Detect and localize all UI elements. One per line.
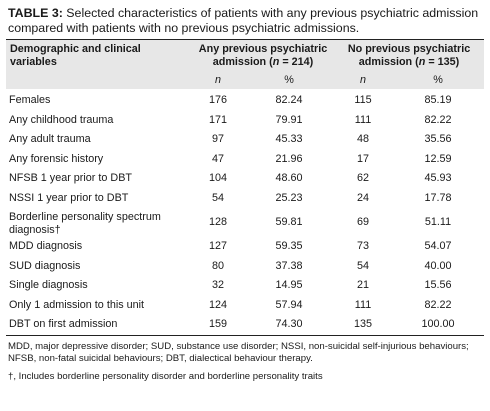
abbreviations-note: MDD, major depressive disorder; SUD, sub… [8, 340, 469, 365]
table-header-row: Demographic and clinical variables Any p… [6, 39, 485, 71]
table-row: Any forensic history 47 21.96 17 12.59 [9, 152, 452, 165]
header-variables: Demographic and clinical variables [6, 39, 192, 71]
dagger-note: †, Includes borderline personality disor… [8, 370, 323, 382]
header-no-previous-admission: No previous psychiatric admission (n = 1… [334, 39, 485, 71]
table-footnotes: MDD, major depressive disorder; SUD, sub… [6, 341, 484, 384]
table-row: Females 176 82.24 115 85.19 [9, 94, 452, 106]
subheader-n-2: n [334, 71, 393, 89]
table-row: NSSI 1 year prior to DBT 54 25.23 24 17.78 [9, 191, 452, 204]
subheader-pct-1: % [244, 71, 335, 89]
header-any-previous-admission: Any previous psychiatric admission (n = … [192, 39, 335, 71]
subheader-pct-2: % [392, 71, 485, 89]
table-row: Borderline personality spectrum diagnosi… [9, 210, 452, 236]
caption-text: Selected characteristics of patients wit… [8, 6, 479, 35]
table-row: SUD diagnosis 80 37.38 54 40.00 [9, 259, 452, 272]
caption-tag: TABLE 3: [8, 6, 63, 20]
table-figure: TABLE 3: Selected characteristics of pat… [6, 6, 485, 388]
table-row: Any childhood trauma 171 79.91 111 82.22 [9, 113, 452, 126]
subheader-n-1: n [192, 71, 244, 89]
table-row: Any adult trauma 97 45.33 48 35.56 [9, 133, 452, 145]
table-row: Single diagnosis 32 14.95 21 15.56 [9, 279, 452, 291]
table-row: Only 1 admission to this unit 124 57.94 111… [9, 298, 452, 311]
table-subheader-row: n % n % [6, 71, 485, 89]
characteristics-table: Demographic and clinical variables Any p… [6, 39, 485, 336]
table-row: DBT on first admission 159 74.30 135 100.00 [6, 315, 485, 336]
table-row: MDD diagnosis 127 59.35 73 54.07 [9, 240, 452, 252]
table-row: NFSB 1 year prior to DBT 104 48.60 62 45.93 [9, 172, 452, 184]
table-caption: TABLE 3: Selected characteristics of pat… [6, 6, 484, 36]
